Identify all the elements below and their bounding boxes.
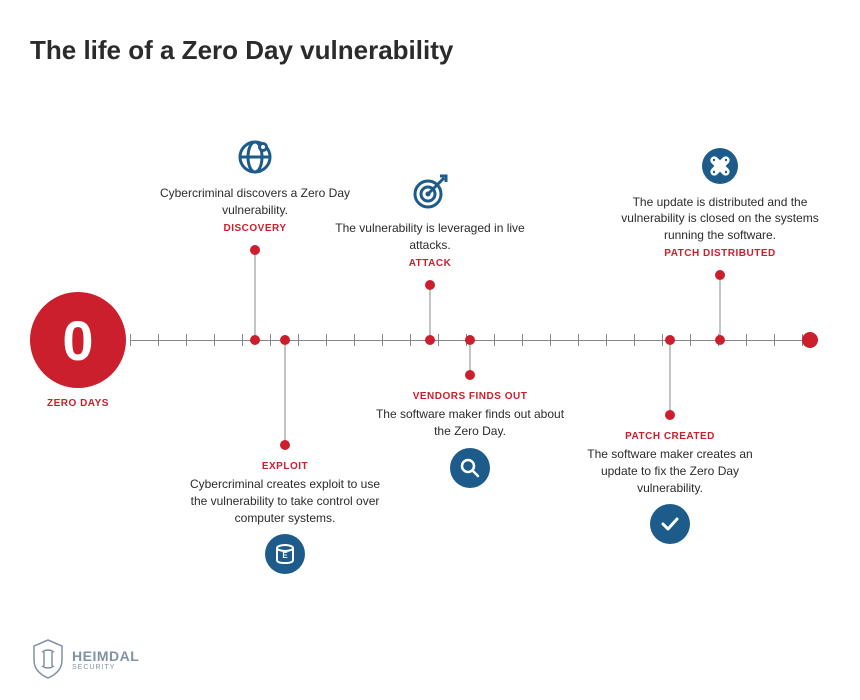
event-content: The vulnerability is leveraged in live a… xyxy=(330,172,530,273)
timeline-tick xyxy=(326,334,327,346)
event-axis-dot xyxy=(280,335,290,345)
event-label: DISCOVERY xyxy=(155,223,355,234)
event-content: The update is distributed and the vulner… xyxy=(620,146,820,263)
timeline-tick xyxy=(550,334,551,346)
zero-day-marker: 0 xyxy=(30,292,126,388)
timeline-tick xyxy=(382,334,383,346)
timeline-tick xyxy=(270,334,271,346)
event-stem xyxy=(670,340,671,415)
timeline-tick xyxy=(298,334,299,346)
event-end-dot xyxy=(665,410,675,420)
timeline-tick xyxy=(662,334,663,346)
logo-text: HEIMDAL xyxy=(72,648,139,664)
event-axis-dot xyxy=(425,335,435,345)
event-label: ATTACK xyxy=(330,258,530,269)
event-content: VENDORS FINDS OUT The software maker fin… xyxy=(370,387,570,488)
event-content: Cybercriminal discovers a Zero Day vulne… xyxy=(155,137,355,238)
timeline-tick xyxy=(214,334,215,346)
shield-icon xyxy=(30,638,66,680)
timeline-tick xyxy=(438,334,439,346)
event-axis-dot xyxy=(465,335,475,345)
timeline-tick xyxy=(774,334,775,346)
timeline-end-dot xyxy=(802,332,818,348)
event-desc: The update is distributed and the vulner… xyxy=(620,194,820,244)
target-icon xyxy=(410,172,450,212)
timeline-tick xyxy=(746,334,747,346)
timeline-tick xyxy=(130,334,131,346)
event-stem xyxy=(285,340,286,445)
timeline-tick xyxy=(158,334,159,346)
event-end-dot xyxy=(250,245,260,255)
database-icon: E xyxy=(265,534,305,574)
svg-text:E: E xyxy=(282,551,288,560)
timeline-tick xyxy=(578,334,579,346)
event-end-dot xyxy=(715,270,725,280)
event-label: VENDORS FINDS OUT xyxy=(370,391,570,402)
search-icon xyxy=(450,448,490,488)
brand-logo: HEIMDAL SECURITY xyxy=(30,638,139,680)
timeline-tick xyxy=(354,334,355,346)
event-desc: Cybercriminal discovers a Zero Day vulne… xyxy=(155,185,355,219)
timeline-tick xyxy=(186,334,187,346)
timeline-tick xyxy=(606,334,607,346)
event-content: PATCH CREATED The software maker creates… xyxy=(570,427,770,544)
event-desc: Cybercriminal creates exploit to use the… xyxy=(185,476,385,526)
event-label: EXPLOIT xyxy=(185,461,385,472)
event-axis-dot xyxy=(715,335,725,345)
event-content: EXPLOIT Cybercriminal creates exploit to… xyxy=(185,457,385,574)
timeline-tick xyxy=(242,334,243,346)
event-stem xyxy=(255,250,256,340)
timeline-tick xyxy=(410,334,411,346)
event-desc: The software maker finds out about the Z… xyxy=(370,406,570,440)
event-desc: The software maker creates an update to … xyxy=(570,446,770,496)
event-label: PATCH CREATED xyxy=(570,431,770,442)
check-icon xyxy=(650,504,690,544)
timeline-tick xyxy=(690,334,691,346)
logo-subtext: SECURITY xyxy=(72,664,139,671)
event-end-dot xyxy=(425,280,435,290)
page-title: The life of a Zero Day vulnerability xyxy=(30,35,830,66)
event-end-dot xyxy=(280,440,290,450)
event-axis-dot xyxy=(250,335,260,345)
zero-symbol: 0 xyxy=(62,308,93,373)
event-stem xyxy=(430,285,431,340)
timeline-tick xyxy=(634,334,635,346)
zero-label: ZERO DAYS xyxy=(30,398,126,409)
patch-icon xyxy=(700,146,740,186)
event-stem xyxy=(720,275,721,340)
event-desc: The vulnerability is leveraged in live a… xyxy=(330,220,530,254)
timeline-tick xyxy=(494,334,495,346)
event-axis-dot xyxy=(665,335,675,345)
timeline-tick xyxy=(522,334,523,346)
globe-icon xyxy=(235,137,275,177)
event-end-dot xyxy=(465,370,475,380)
event-label: PATCH DISTRIBUTED xyxy=(620,248,820,259)
